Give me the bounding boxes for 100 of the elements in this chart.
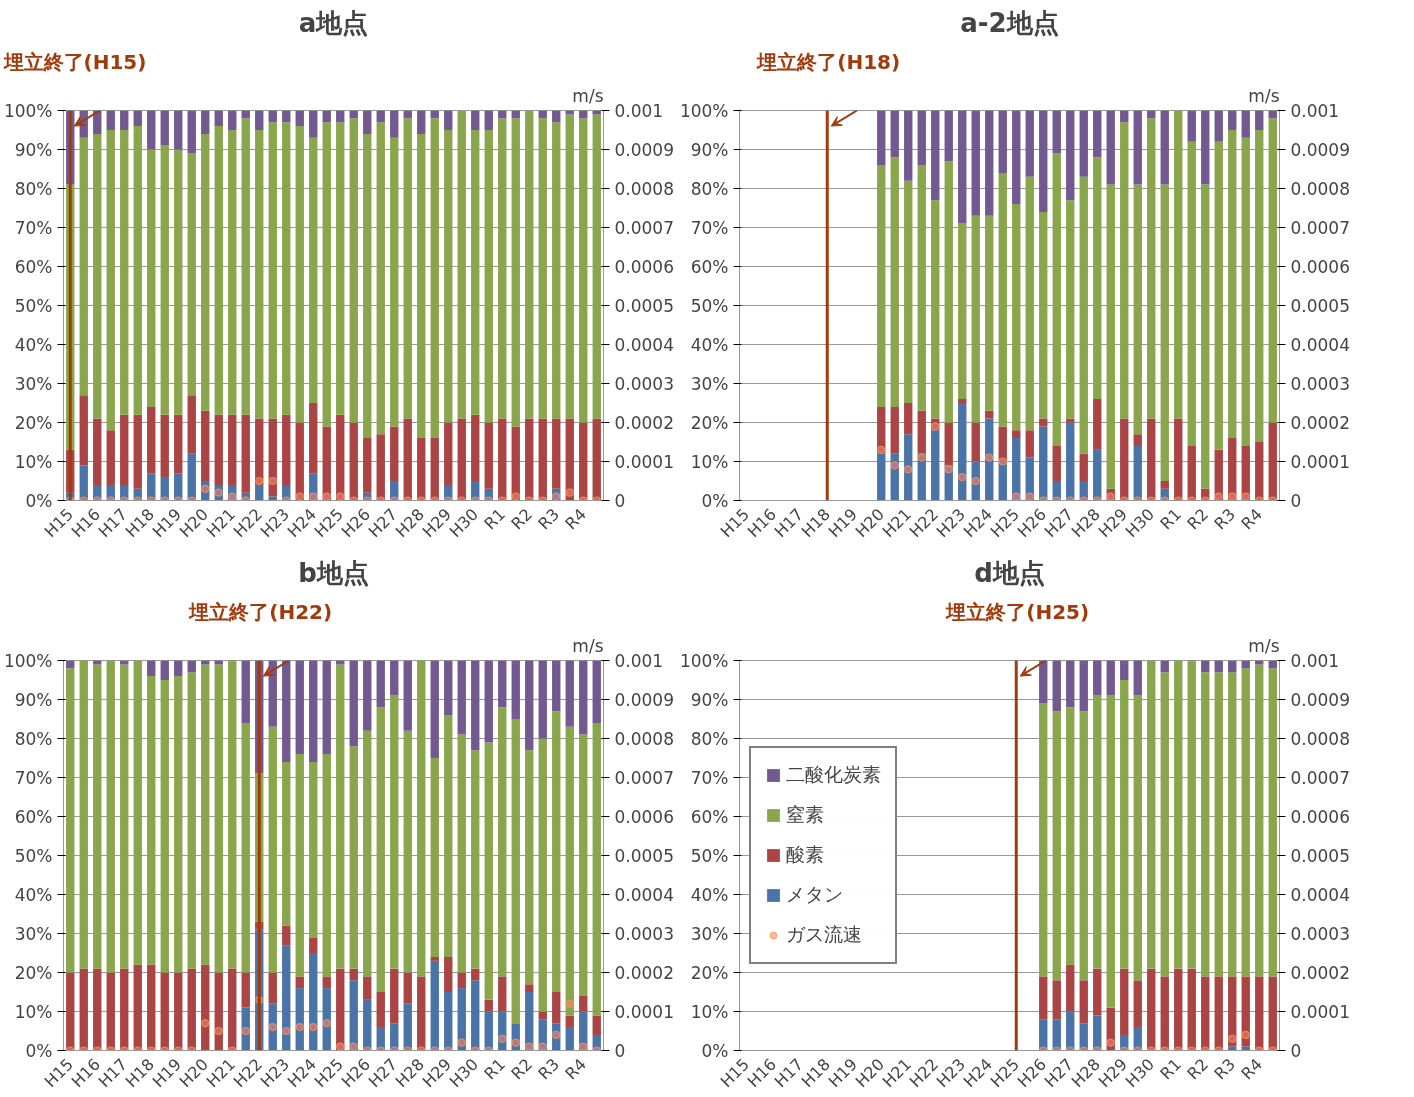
- x-tick-label: R3: [534, 1054, 563, 1084]
- y-tick-label: 60%: [690, 806, 729, 827]
- x-tick-label: R4: [1237, 504, 1266, 534]
- y2-tick-label: 0.0003: [614, 374, 674, 394]
- y2-tick-label: 0.0001: [614, 1002, 674, 1022]
- y-tick-label: 10%: [14, 451, 53, 472]
- chart-title: a-2地点: [960, 7, 1059, 38]
- y2-tick-label: 0.0006: [614, 807, 674, 827]
- y2-tick-label: 0.0006: [1290, 257, 1350, 277]
- y2-tick-label: 0.0009: [1290, 690, 1350, 710]
- y-tick-label: 90%: [14, 139, 53, 160]
- x-tick-label: R4: [1237, 1054, 1266, 1084]
- y-tick-label: 40%: [690, 334, 729, 355]
- y-tick-label: 30%: [14, 373, 53, 394]
- y-tick-label: 60%: [690, 256, 729, 277]
- y-tick-label: 70%: [690, 767, 729, 788]
- y-tick-label: 100%: [679, 100, 729, 121]
- y-tick-label: 90%: [690, 139, 729, 160]
- y-tick-label: 0%: [25, 490, 53, 511]
- x-tick-label: R3: [1210, 1054, 1239, 1084]
- y2-tick-label: 0.0004: [1290, 885, 1350, 905]
- y-tick-label: 70%: [14, 217, 53, 238]
- x-tick-label: R4: [561, 504, 590, 534]
- x-tick-label: R1: [1156, 1054, 1185, 1084]
- y2-tick-label: 0.0002: [614, 963, 674, 983]
- y-tick-label: 40%: [14, 884, 53, 905]
- chart-title: b地点: [298, 557, 369, 588]
- y-tick-label: 50%: [14, 295, 53, 316]
- y-tick-label: 100%: [3, 100, 53, 121]
- y-tick-label: 100%: [679, 650, 729, 671]
- legend-label: メタン: [786, 882, 843, 907]
- y2-tick-label: 0.0006: [614, 257, 674, 277]
- y2-tick-label: 0.001: [614, 651, 664, 671]
- y2-tick-label: 0.0008: [1290, 179, 1350, 199]
- y2-tick-label: 0.0007: [1290, 218, 1350, 238]
- legend-label: 酸素: [786, 842, 824, 867]
- y2-tick-label: 0.0009: [1290, 140, 1350, 160]
- y2-tick-label: 0.0002: [614, 413, 674, 433]
- y2-tick-label: 0.0005: [614, 296, 674, 316]
- y2-tick-label: 0.0003: [1290, 374, 1350, 394]
- legend-label: ガス流速: [786, 922, 862, 947]
- y-tick-label: 50%: [690, 295, 729, 316]
- y2-tick-label: 0.001: [1290, 101, 1340, 121]
- y2-tick-label: 0.0001: [1290, 452, 1350, 472]
- y-tick-label: 0%: [25, 1040, 53, 1061]
- y-tick-label: 0%: [701, 1040, 729, 1061]
- y-tick-label: 80%: [690, 728, 729, 749]
- chart-title: d地点: [974, 557, 1045, 588]
- ref-line-label: 埋立終了(H18): [756, 49, 901, 74]
- y2-tick-label: 0.0001: [1290, 1002, 1350, 1022]
- y2-axis-title: m/s: [572, 635, 604, 656]
- x-tick-label: R3: [534, 504, 563, 534]
- y2-tick-label: 0.001: [1290, 651, 1340, 671]
- y-tick-label: 40%: [690, 884, 729, 905]
- y2-tick-label: 0: [614, 1041, 626, 1061]
- y2-tick-label: 0.0004: [1290, 335, 1350, 355]
- y-tick-label: 10%: [14, 1001, 53, 1022]
- y2-axis-title: m/s: [1248, 635, 1280, 656]
- x-tick-label: R1: [1156, 504, 1185, 534]
- ref-line-label: 埋立終了(H22): [188, 599, 333, 624]
- y-tick-label: 60%: [14, 806, 53, 827]
- ref-line-label: 埋立終了(H15): [2, 49, 147, 74]
- y2-tick-label: 0.0008: [614, 179, 674, 199]
- y2-axis-title: m/s: [1248, 85, 1280, 106]
- y-tick-label: 50%: [690, 845, 729, 866]
- y-tick-label: 20%: [690, 962, 729, 983]
- y-tick-label: 20%: [14, 412, 53, 433]
- y2-tick-label: 0.0001: [614, 452, 674, 472]
- y-tick-label: 30%: [14, 923, 53, 944]
- y2-tick-label: 0: [1290, 491, 1302, 511]
- y2-tick-label: 0.0007: [614, 768, 674, 788]
- y-tick-label: 20%: [690, 412, 729, 433]
- y-tick-label: 70%: [14, 767, 53, 788]
- y2-tick-label: 0.0005: [614, 846, 674, 866]
- y-tick-label: 80%: [14, 178, 53, 199]
- y2-tick-label: 0: [614, 491, 626, 511]
- y-tick-label: 40%: [14, 334, 53, 355]
- y2-tick-label: 0.0008: [1290, 729, 1350, 749]
- y2-axis-title: m/s: [572, 85, 604, 106]
- y-tick-label: 80%: [690, 178, 729, 199]
- x-tick-label: R3: [1210, 504, 1239, 534]
- y2-tick-label: 0: [1290, 1041, 1302, 1061]
- y2-tick-label: 0.0003: [1290, 924, 1350, 944]
- legend-label: 窒素: [786, 802, 824, 827]
- y2-tick-label: 0.001: [614, 101, 664, 121]
- x-tick-label: R1: [480, 504, 509, 534]
- y2-tick-label: 0.0007: [1290, 768, 1350, 788]
- y2-tick-label: 0.0009: [614, 690, 674, 710]
- y2-tick-label: 0.0004: [614, 335, 674, 355]
- y2-tick-label: 0.0004: [614, 885, 674, 905]
- y-tick-label: 30%: [690, 923, 729, 944]
- x-tick-label: R2: [1183, 1054, 1212, 1084]
- y-tick-label: 60%: [14, 256, 53, 277]
- y-tick-label: 90%: [690, 689, 729, 710]
- y-tick-label: 70%: [690, 217, 729, 238]
- x-tick-label: R1: [480, 1054, 509, 1084]
- y-tick-label: 10%: [690, 451, 729, 472]
- y2-tick-label: 0.0008: [614, 729, 674, 749]
- y2-tick-label: 0.0002: [1290, 963, 1350, 983]
- x-tick-label: R4: [561, 1054, 590, 1084]
